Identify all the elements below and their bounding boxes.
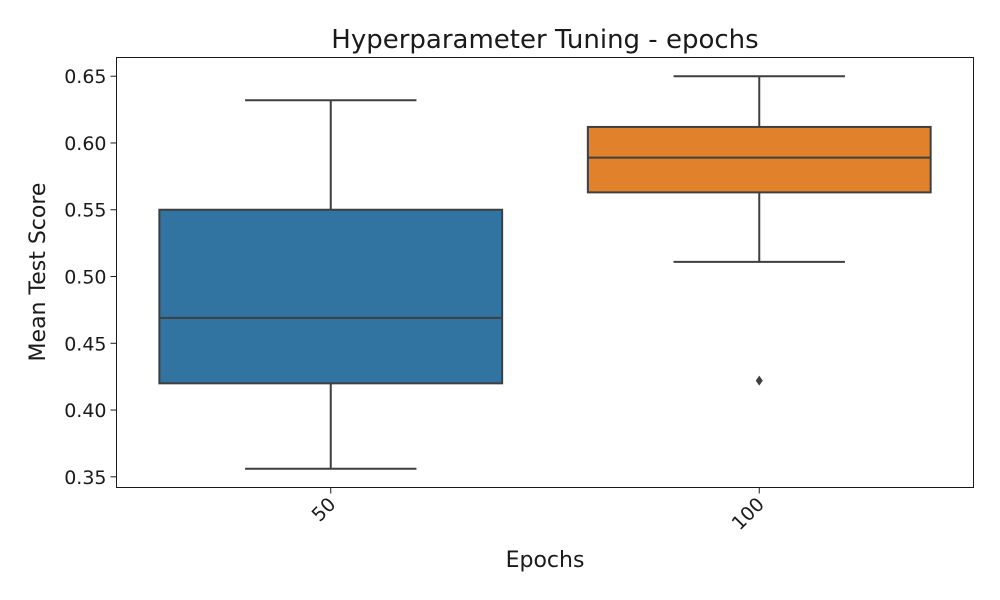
box-series: [158, 75, 932, 470]
x-tick-label: 50: [308, 493, 341, 526]
box-iqr: [158, 208, 504, 385]
x-axis: 50 100: [308, 487, 769, 535]
chart-title: Hyperparameter Tuning - epochs: [331, 25, 758, 55]
y-axis-label: Mean Test Score: [26, 183, 51, 362]
plot-area-frame: [116, 57, 974, 488]
box-50: [158, 99, 504, 470]
y-tick-label: 0.55: [64, 200, 106, 222]
y-tick-label: 0.50: [64, 267, 106, 289]
y-tick-label: 0.40: [64, 400, 106, 422]
y-tick-label: 0.45: [64, 333, 106, 355]
y-tick-label: 0.60: [64, 133, 106, 155]
y-tick-label: 0.65: [64, 66, 106, 88]
y-axis: 0.35 0.40 0.45 0.50 0.55 0.60 0.65: [64, 66, 117, 489]
x-axis-label: Epochs: [506, 548, 585, 573]
box-iqr: [586, 125, 932, 194]
y-tick-label: 0.35: [64, 467, 106, 489]
box-100: [586, 75, 932, 386]
outlier-point: [755, 375, 763, 386]
x-tick-label: 100: [728, 493, 769, 534]
